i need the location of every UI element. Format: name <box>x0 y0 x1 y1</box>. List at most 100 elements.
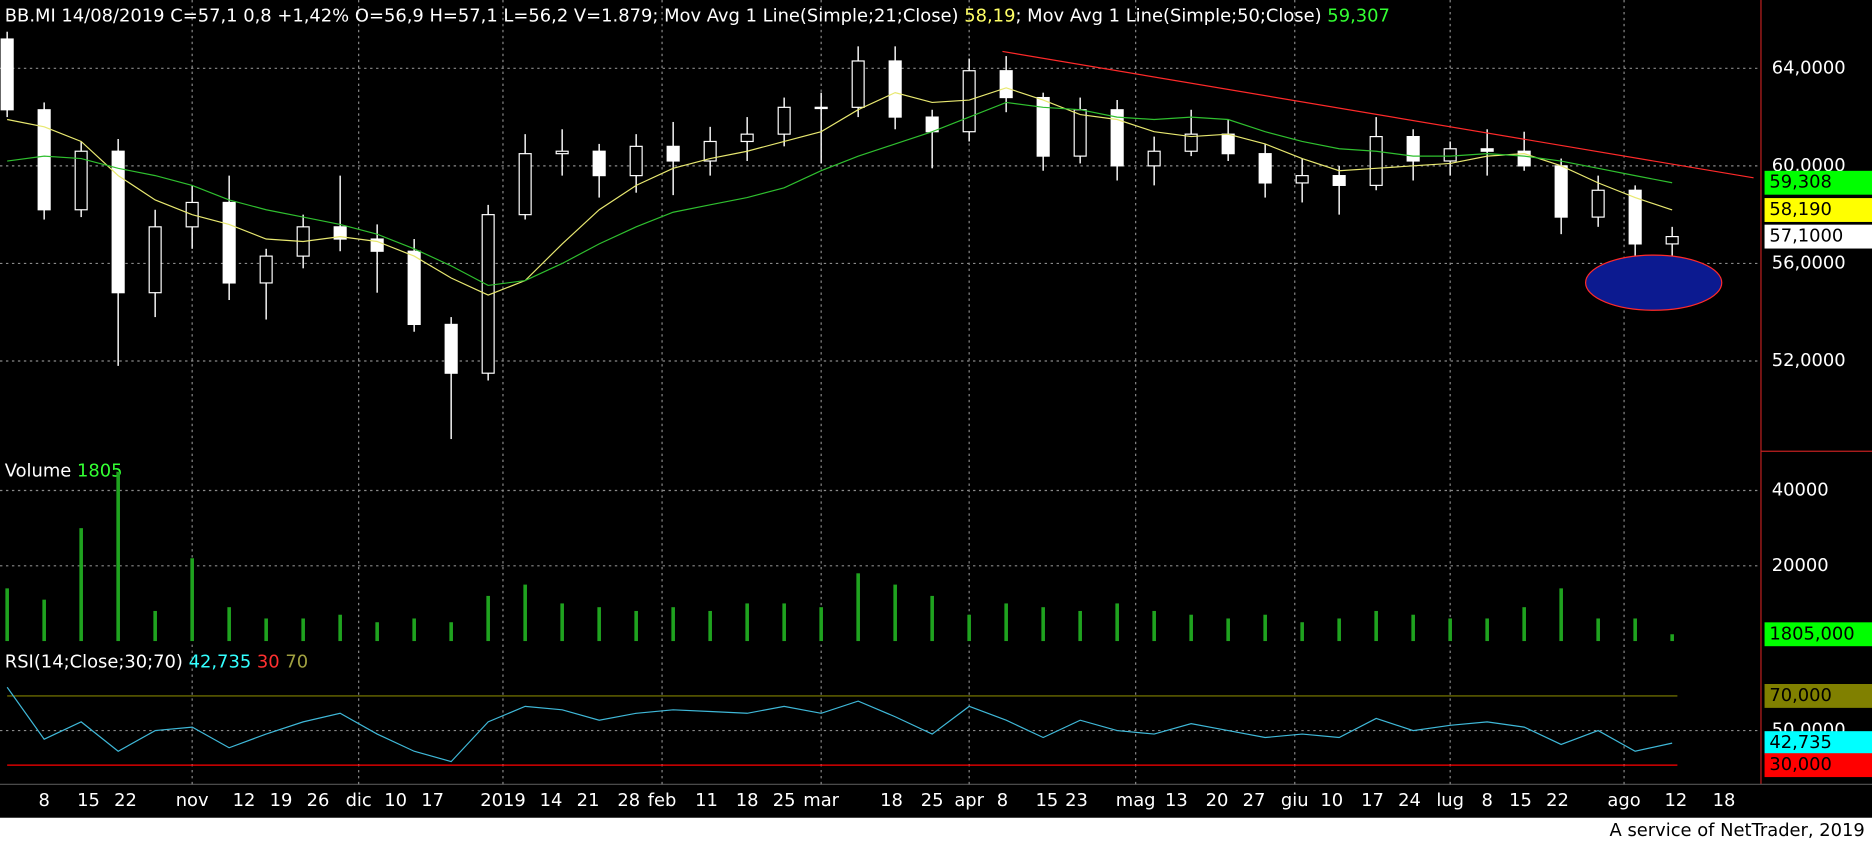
candle-body <box>1369 135 1383 186</box>
candle-body <box>1443 148 1457 162</box>
candle-body <box>592 150 606 177</box>
volume-bar <box>42 599 46 642</box>
volume-bar <box>412 618 416 642</box>
x-tick-label: 12 <box>1664 790 1687 811</box>
volume-bar <box>79 528 83 642</box>
x-tick-label: apr <box>954 790 984 811</box>
y-tick-label: 64,0000 <box>1772 57 1846 78</box>
value-tag-label: 59,308 <box>1769 172 1832 193</box>
candle-body <box>851 60 865 108</box>
volume-bar <box>1559 588 1563 642</box>
volume-bar <box>1115 603 1119 642</box>
y-tick-label: 60,0000 <box>1772 155 1846 176</box>
value-tag <box>1764 683 1872 708</box>
volume-bar <box>819 607 823 642</box>
volume-bar <box>708 610 712 642</box>
candle-body <box>222 201 236 284</box>
x-tick-label: mag <box>1116 790 1156 811</box>
annotation-ellipse <box>1584 254 1723 311</box>
volume-bar <box>1633 618 1637 642</box>
moving-average <box>7 87 1673 296</box>
volume-bar <box>1004 603 1008 642</box>
volume-bar <box>153 610 157 642</box>
footer-band <box>0 817 1872 844</box>
candle-body <box>1110 109 1124 167</box>
label-part: 42,735 <box>189 652 252 673</box>
candle-body <box>1628 189 1642 245</box>
volume-bar <box>560 603 564 642</box>
x-tick-label: 11 <box>695 790 718 811</box>
volume-bar <box>5 588 9 642</box>
volume-bar <box>967 614 971 642</box>
x-tick-label: dic <box>346 790 372 811</box>
x-tick-label: 18 <box>1713 790 1736 811</box>
label-part: 30 <box>251 652 279 673</box>
x-tick-label: 21 <box>577 790 600 811</box>
x-tick-label: 23 <box>1065 790 1088 811</box>
candle-body <box>1073 109 1087 157</box>
candle-body <box>1036 96 1050 157</box>
candle-body <box>0 38 14 111</box>
candle-body <box>407 250 421 326</box>
volume-bar <box>1226 618 1230 642</box>
volume-bar <box>338 614 342 642</box>
value-tag <box>1764 198 1872 222</box>
x-tick-label: feb <box>648 790 677 811</box>
volume-bar <box>116 471 120 642</box>
candle-body <box>1517 150 1531 167</box>
volume-bar <box>301 618 305 642</box>
x-tick-label: 22 <box>114 790 137 811</box>
pane-label: RSI(14;Close;30;70) 42,735 30 70 <box>5 652 308 673</box>
volume-bar <box>1337 618 1341 642</box>
candle-body <box>111 150 125 294</box>
x-tick-label: 8 <box>997 790 1008 811</box>
x-tick-label: 15 <box>1509 790 1532 811</box>
candle-body <box>444 323 458 374</box>
volume-bar <box>190 558 194 642</box>
label-part: ; Mov Avg 1 Line(Simple;50;Close) <box>1015 6 1327 27</box>
value-tag <box>1764 753 1872 778</box>
candle-body <box>259 255 273 284</box>
x-tick-label: 15 <box>77 790 100 811</box>
volume-bar <box>1189 614 1193 642</box>
candle-body <box>555 150 569 155</box>
candle-body <box>777 106 791 135</box>
volume-bar <box>1263 614 1267 642</box>
volume-bar <box>1374 610 1378 642</box>
x-tick-label: 22 <box>1546 790 1569 811</box>
volume-bar <box>634 610 638 642</box>
volume-bar <box>1152 610 1156 642</box>
value-tag-label: 30,000 <box>1769 754 1832 775</box>
x-tick-label: 26 <box>307 790 330 811</box>
x-tick-label: 17 <box>1361 790 1384 811</box>
candle-body <box>1258 153 1272 184</box>
candle-body <box>1665 236 1679 245</box>
volume-bar <box>227 607 231 642</box>
label-part: ; Mov Avg 1 Line(Simple;21;Close) <box>652 6 964 27</box>
candle-body <box>962 70 976 133</box>
candle-body <box>629 145 643 177</box>
x-tick-label: 17 <box>421 790 444 811</box>
moving-average <box>7 101 1673 287</box>
x-tick-label: 19 <box>270 790 293 811</box>
candle-body <box>1184 133 1198 152</box>
value-tag <box>1764 170 1872 195</box>
x-tick-label: lug <box>1436 790 1464 811</box>
volume-bar <box>930 595 934 642</box>
x-tick-label: mar <box>803 790 839 811</box>
candle-body <box>814 106 828 110</box>
y-tick-label: 52,0000 <box>1772 350 1846 371</box>
value-tag <box>1764 224 1872 249</box>
value-tag <box>1764 731 1872 756</box>
trendline <box>1002 50 1754 179</box>
value-tag-label: 70,000 <box>1769 685 1832 706</box>
volume-bar <box>375 622 379 642</box>
value-tag-label: 1805,000 <box>1769 623 1854 644</box>
x-tick-label: 10 <box>384 790 407 811</box>
x-tick-label: giu <box>1281 790 1309 811</box>
volume-bar <box>449 622 453 642</box>
label-part: 58,19 <box>964 6 1015 27</box>
